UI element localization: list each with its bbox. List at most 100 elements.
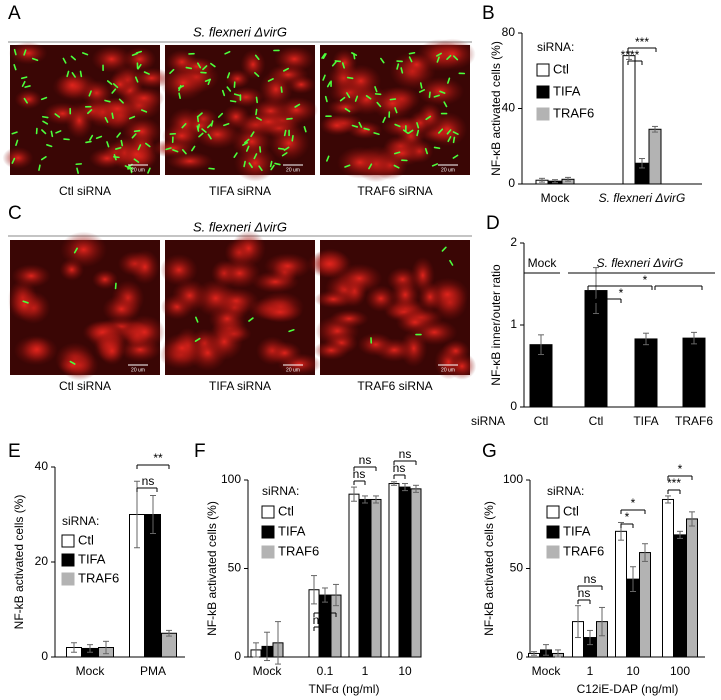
cell-blob [268,125,310,162]
scale-bar-label: 20 um [286,167,300,173]
cell-blob [57,355,89,375]
bacterium [439,90,446,94]
legend-title: siRNA: [547,484,584,498]
bacterium [13,48,17,56]
cell-blob [251,270,300,293]
bacterium [178,84,182,92]
scale-bar-label: 20 um [131,167,145,173]
bacterium [70,55,77,61]
x-tick-label: Mock [253,664,283,678]
cell-blob [257,301,303,323]
x-tick-label: 0.1 [317,664,334,678]
bacterium [428,91,431,99]
bacterium [418,89,426,93]
cell-blob [327,98,364,117]
bacterium [396,63,400,70]
bacterium [368,163,373,170]
cell-blob [329,309,369,328]
bacterium [23,49,27,56]
legend-swatch [546,525,560,539]
bacterium [197,112,203,118]
bacterium [88,90,92,97]
bacterium [24,85,31,88]
cell-blob [447,352,477,380]
y-tick-label: 0 [510,399,517,413]
bacterium [217,112,224,118]
scale-bar-label: 20 um [286,367,300,373]
legend-swatch [546,505,560,519]
bacterium [208,167,215,170]
bacterium [447,136,452,143]
row-label: siRNA [471,414,505,428]
cell-blob [357,332,394,357]
bacterium [270,164,275,171]
bacterium [346,76,354,80]
x-tick-label: S. flexneri ΔvirG [599,191,686,205]
scale-bar-label: 20 um [441,367,455,373]
bacterium [226,86,232,92]
sig-label: ** [153,451,163,465]
cell-blob [102,294,141,324]
image-title: S. flexneri ΔvirG [193,219,287,234]
bacterium [245,145,250,152]
cell-blob [186,116,214,136]
image-title: S. flexneri ΔvirG [193,24,287,39]
bar [648,128,662,185]
bacterium [441,246,447,252]
bacterium [393,151,401,155]
bacterium [433,94,440,98]
bacterium [244,138,250,144]
cell-blob [365,285,397,313]
cell-blob [240,49,266,80]
bacterium [376,101,382,108]
x-tick-label: Mock [76,664,106,678]
bacterium [286,117,293,120]
bar [674,534,686,658]
cell-blob [98,336,126,366]
bacterium [145,142,151,148]
bacterium [229,100,237,103]
bacterium [116,132,121,138]
panel-label: A [8,3,21,24]
bacterium [255,108,258,116]
cell-blob [233,144,277,182]
bacterium [79,70,83,78]
cell-blob [123,46,157,72]
bacterium [194,337,201,343]
x-tick-label: 10 [398,664,412,678]
sig-label: *** [667,476,681,490]
cell-blob [336,263,383,294]
bacterium [233,152,238,159]
bacterium [447,77,451,84]
legend-label: Ctl [563,503,579,518]
bacterium [197,62,202,69]
panel-label: D [486,213,500,234]
sig-label: * [631,496,636,510]
bar [161,632,177,658]
bacterium [134,76,139,83]
bar [370,498,382,658]
y-tick-label: 0 [508,176,515,190]
bacterium [181,149,187,155]
bacterium [352,52,356,60]
legend-swatch [261,525,275,539]
bacterium [198,132,204,138]
image-caption: TIFA siRNA [209,379,271,393]
bacterium [452,55,459,61]
bacterium [283,67,290,72]
bacterium [373,132,380,136]
bacterium [283,146,290,151]
bacterium [248,317,254,322]
bacterium [11,131,18,135]
bacterium [62,57,67,64]
image-caption: TRAF6 siRNA [357,184,432,198]
sig-label: ns [359,453,372,467]
bacterium [40,156,47,161]
bacterium [112,83,119,89]
legend-label: TRAF6 [563,543,604,558]
bacterium [71,72,76,78]
bacterium [140,109,148,113]
bacterium [250,131,255,138]
bacterium [269,160,273,168]
bacterium [280,86,283,93]
